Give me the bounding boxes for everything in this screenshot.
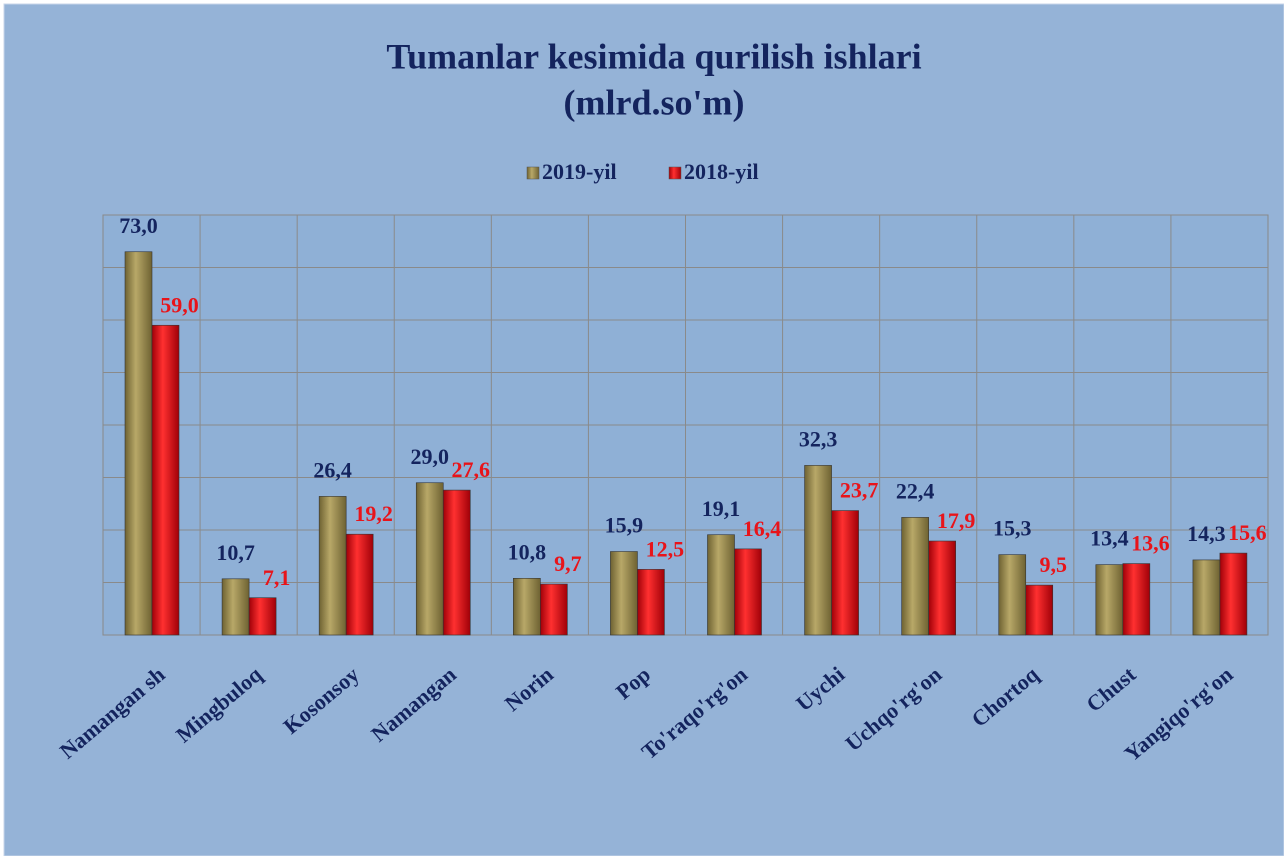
value-label: 10,7 [216,540,255,565]
bar [1025,584,1054,636]
legend-swatch [526,166,540,180]
value-label: 15,3 [993,516,1032,541]
value-label: 10,8 [508,539,547,564]
value-label: 29,0 [411,444,450,469]
value-label: 9,7 [554,551,582,576]
bar [442,489,471,636]
bar [637,569,665,636]
value-label: 23,7 [840,478,879,503]
value-label: 7,1 [263,565,291,590]
value-label: 13,4 [1090,526,1129,551]
legend-label: 2018-yil [684,159,759,184]
value-label: 9,5 [1040,552,1068,577]
value-label: 12,5 [646,536,685,561]
value-label: 17,9 [937,508,976,533]
bar [998,554,1027,636]
value-label: 27,6 [452,457,491,482]
bar [124,251,153,636]
value-label: 19,2 [354,501,393,526]
bar [248,597,277,636]
bar [610,551,638,636]
value-label: 22,4 [896,478,935,503]
chart-title: Tumanlar kesimida qurilish ishlari [386,36,921,76]
bar [1219,552,1248,636]
value-label: 26,4 [313,457,352,482]
value-label: 19,1 [702,496,741,521]
bar [901,517,929,636]
value-label: 32,3 [799,426,838,451]
value-label: 59,0 [160,292,199,317]
bar [513,577,541,636]
bar [1122,563,1151,636]
bar [345,533,374,636]
bar [804,465,832,636]
bar [318,496,347,636]
legend-label: 2019-yil [542,159,617,184]
bar [415,482,444,636]
bar [1192,559,1221,636]
bar [151,324,180,636]
value-label: 16,4 [743,516,782,541]
bar [928,540,956,636]
bar [221,578,250,636]
bar [1095,564,1124,636]
bar [707,534,735,636]
value-label: 73,0 [119,213,158,238]
value-label: 13,6 [1131,531,1170,556]
value-label: 15,9 [605,513,644,538]
bar [734,548,762,636]
value-label: 14,3 [1187,521,1226,546]
bar [540,583,568,636]
bar [831,510,859,636]
chart-subtitle: (mlrd.so'm) [564,82,745,122]
value-label: 15,6 [1228,520,1267,545]
legend-swatch [668,166,682,180]
